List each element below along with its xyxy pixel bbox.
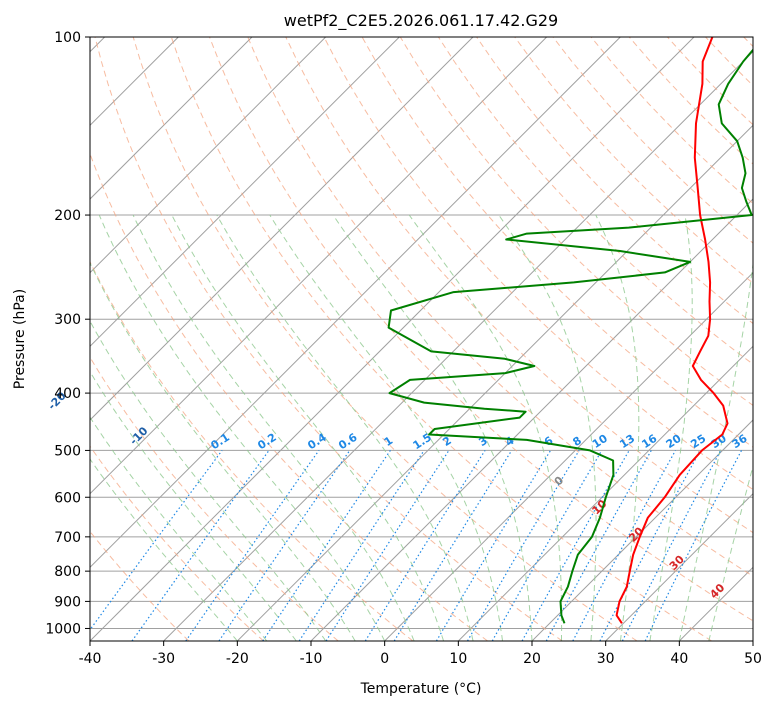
plot-frame [89,36,754,642]
dry-adiabat-line [90,260,414,641]
x-tick-label: 40 [670,651,688,667]
dry-adiabat-line [90,445,264,641]
y-tick-label: 500 [54,443,81,459]
mixing-ratio-line [521,450,630,641]
dry-adiabat-line [476,37,753,325]
moist-adiabat-line [678,260,753,641]
mixing-ratio-line [325,450,450,641]
reference-lines [90,37,753,641]
y-tick-label: 400 [54,386,81,402]
mixing-ratio-line [545,450,652,641]
mixing-ratio-line [218,450,351,641]
isotherm-line [90,37,695,641]
isotherm-line [90,37,621,569]
moist-adiabat-line [90,416,268,641]
x-tick-label: 0 [380,651,389,667]
moist-adiabat-line [216,214,474,641]
mixing-ratio-line [131,450,270,641]
isotherm-line [236,124,753,641]
y-tick-label: 900 [54,594,81,610]
isotherm-line [457,345,753,641]
moist-adiabat-line [90,261,356,641]
x-tick-label: -30 [152,651,175,667]
mixing-ratio-line [262,450,391,641]
x-tick-label: 20 [523,651,541,667]
moist-adiabat-line [90,458,238,641]
x-tick-label: -20 [226,651,249,667]
isotherm-line [90,37,474,421]
isotherm-line [531,419,753,641]
dry-adiabat-line [132,37,638,641]
y-axis-title: Pressure (hPa) [12,289,28,389]
isotherm-line [90,37,253,200]
isotherm-line [384,271,753,641]
moist-adiabat-line [90,320,327,641]
moist-adiabat-line [269,214,503,641]
dewpoint-line [387,48,753,624]
mixing-ratio-line [90,450,223,631]
isotherm-line [163,50,753,641]
dry-adiabat-line [209,37,753,622]
moist-adiabat-line [408,214,563,641]
dry-adiabat-line [514,37,753,284]
y-tick-label: 1000 [45,621,81,637]
y-tick-label: 300 [54,312,81,328]
y-tick-label: 600 [54,490,81,506]
isotherm-line [90,37,400,348]
mixing-ratio-line [185,450,320,641]
x-axis-title: Temperature (°C) [360,681,482,697]
moist-adiabat-line [332,214,533,641]
y-tick-label: 100 [54,30,81,46]
moist-adiabat-line [132,214,415,641]
x-tick-label: 10 [449,651,467,667]
moist-adiabat-line [98,214,386,641]
mixing-ratio-line [298,450,425,641]
profile-lines [387,37,753,624]
x-tick-label: 50 [744,651,762,667]
mixing-ratio-line [621,450,722,641]
dry-adiabat-line [285,37,753,534]
dry-adiabat-line [170,37,712,641]
moist-adiabat-line [595,214,640,641]
y-tick-label: 800 [54,564,81,580]
dry-adiabat-line [94,37,563,641]
x-tick-label: -10 [300,651,323,667]
moist-adiabat-line [649,214,693,641]
moist-adiabat-line [90,370,297,641]
y-tick-label: 700 [54,530,81,546]
y-tick-label: 200 [54,208,81,224]
x-tick-label: -40 [79,651,102,667]
moist-adiabat-line [171,214,445,641]
x-tick-label: 30 [597,651,615,667]
dry-adiabat-line [90,356,339,641]
temperature-line [615,37,729,624]
chart-title: wetPf2_C2E5.2026.061.17.42.G29 [284,11,558,31]
isotherm-line [90,37,548,495]
y-axis: 100 200 300 400 500 600 700 800 900 1000 [45,30,90,637]
isotherm-line [605,492,753,641]
x-axis: -40 -30 -20 -10 0 10 20 30 40 50 [79,641,762,667]
mixing-ratio-line [572,450,677,641]
dry-adiabat-line [247,37,753,577]
dry-adiabat-line [323,37,753,491]
mixing-ratio-line [393,450,513,641]
mixing-ratio-line [644,450,743,641]
isotherm-line [90,37,327,274]
